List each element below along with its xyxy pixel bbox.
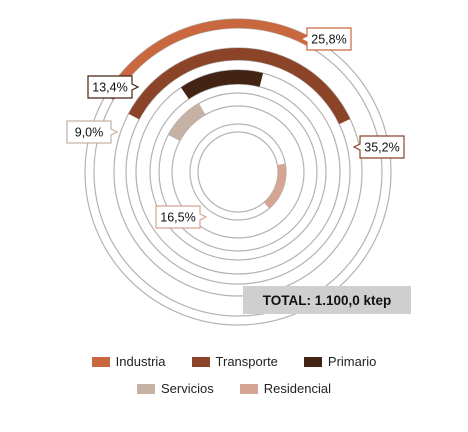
legend-row-1: Industria Transporte Primario (0, 354, 468, 369)
data-label-text-primario: 13,4% (92, 81, 127, 95)
data-label-primario: 13,4% (87, 75, 140, 99)
legend-swatch-primario (303, 356, 322, 367)
data-labels: 25,8% 35,2% 13,4% 9,0% 16,5% (66, 27, 405, 229)
legend-label-primario: Primario (327, 354, 377, 369)
data-label-text-residencial: 16,5% (160, 211, 195, 225)
legend-item-servicios: Servicios (137, 381, 214, 396)
legend-item-primario: Primario (303, 354, 377, 369)
data-label-servicios: 9,0% (66, 120, 119, 144)
total-label: TOTAL: 1.100,0 ktep (263, 293, 392, 308)
legend-label-industria: Industria (115, 354, 166, 369)
legend-item-industria: Industria (91, 354, 166, 369)
ring-outline-3-outer (158, 92, 318, 252)
legend-label-servicios: Servicios (161, 381, 214, 396)
data-label-text-servicios: 9,0% (75, 126, 104, 140)
ring-arcs (105, 18, 351, 209)
legend-swatch-industria (91, 356, 110, 367)
legend-label-residencial: Residencial (263, 381, 331, 396)
arc-primario (180, 70, 264, 100)
ring-outline-2-inner (149, 83, 327, 261)
ring-outline-4-inner (197, 131, 279, 213)
arc-servicios (168, 103, 206, 142)
total-box: TOTAL: 1.100,0 ktep (243, 286, 411, 314)
legend-row-2: Servicios Residencial (0, 381, 468, 396)
legend-swatch-servicios (137, 383, 156, 394)
data-label-transporte: 35,2% (352, 135, 405, 159)
data-label-industria: 25,8% (299, 27, 352, 51)
arc-transporte (128, 47, 351, 125)
data-label-text-industria: 25,8% (311, 33, 346, 47)
data-label-residencial: 16,5% (155, 205, 208, 229)
legend-swatch-transporte (191, 356, 210, 367)
ring-outline-3-inner (171, 105, 305, 239)
legend-swatch-residencial (239, 383, 258, 394)
ring-outline-2-outer (135, 69, 341, 275)
legend-label-transporte: Transporte (215, 354, 278, 369)
arc-residencial (264, 163, 287, 209)
legend-item-transporte: Transporte (191, 354, 278, 369)
ring-outline-1-inner (125, 59, 351, 285)
data-label-text-transporte: 35,2% (364, 141, 399, 155)
legend-item-residencial: Residencial (239, 381, 331, 396)
